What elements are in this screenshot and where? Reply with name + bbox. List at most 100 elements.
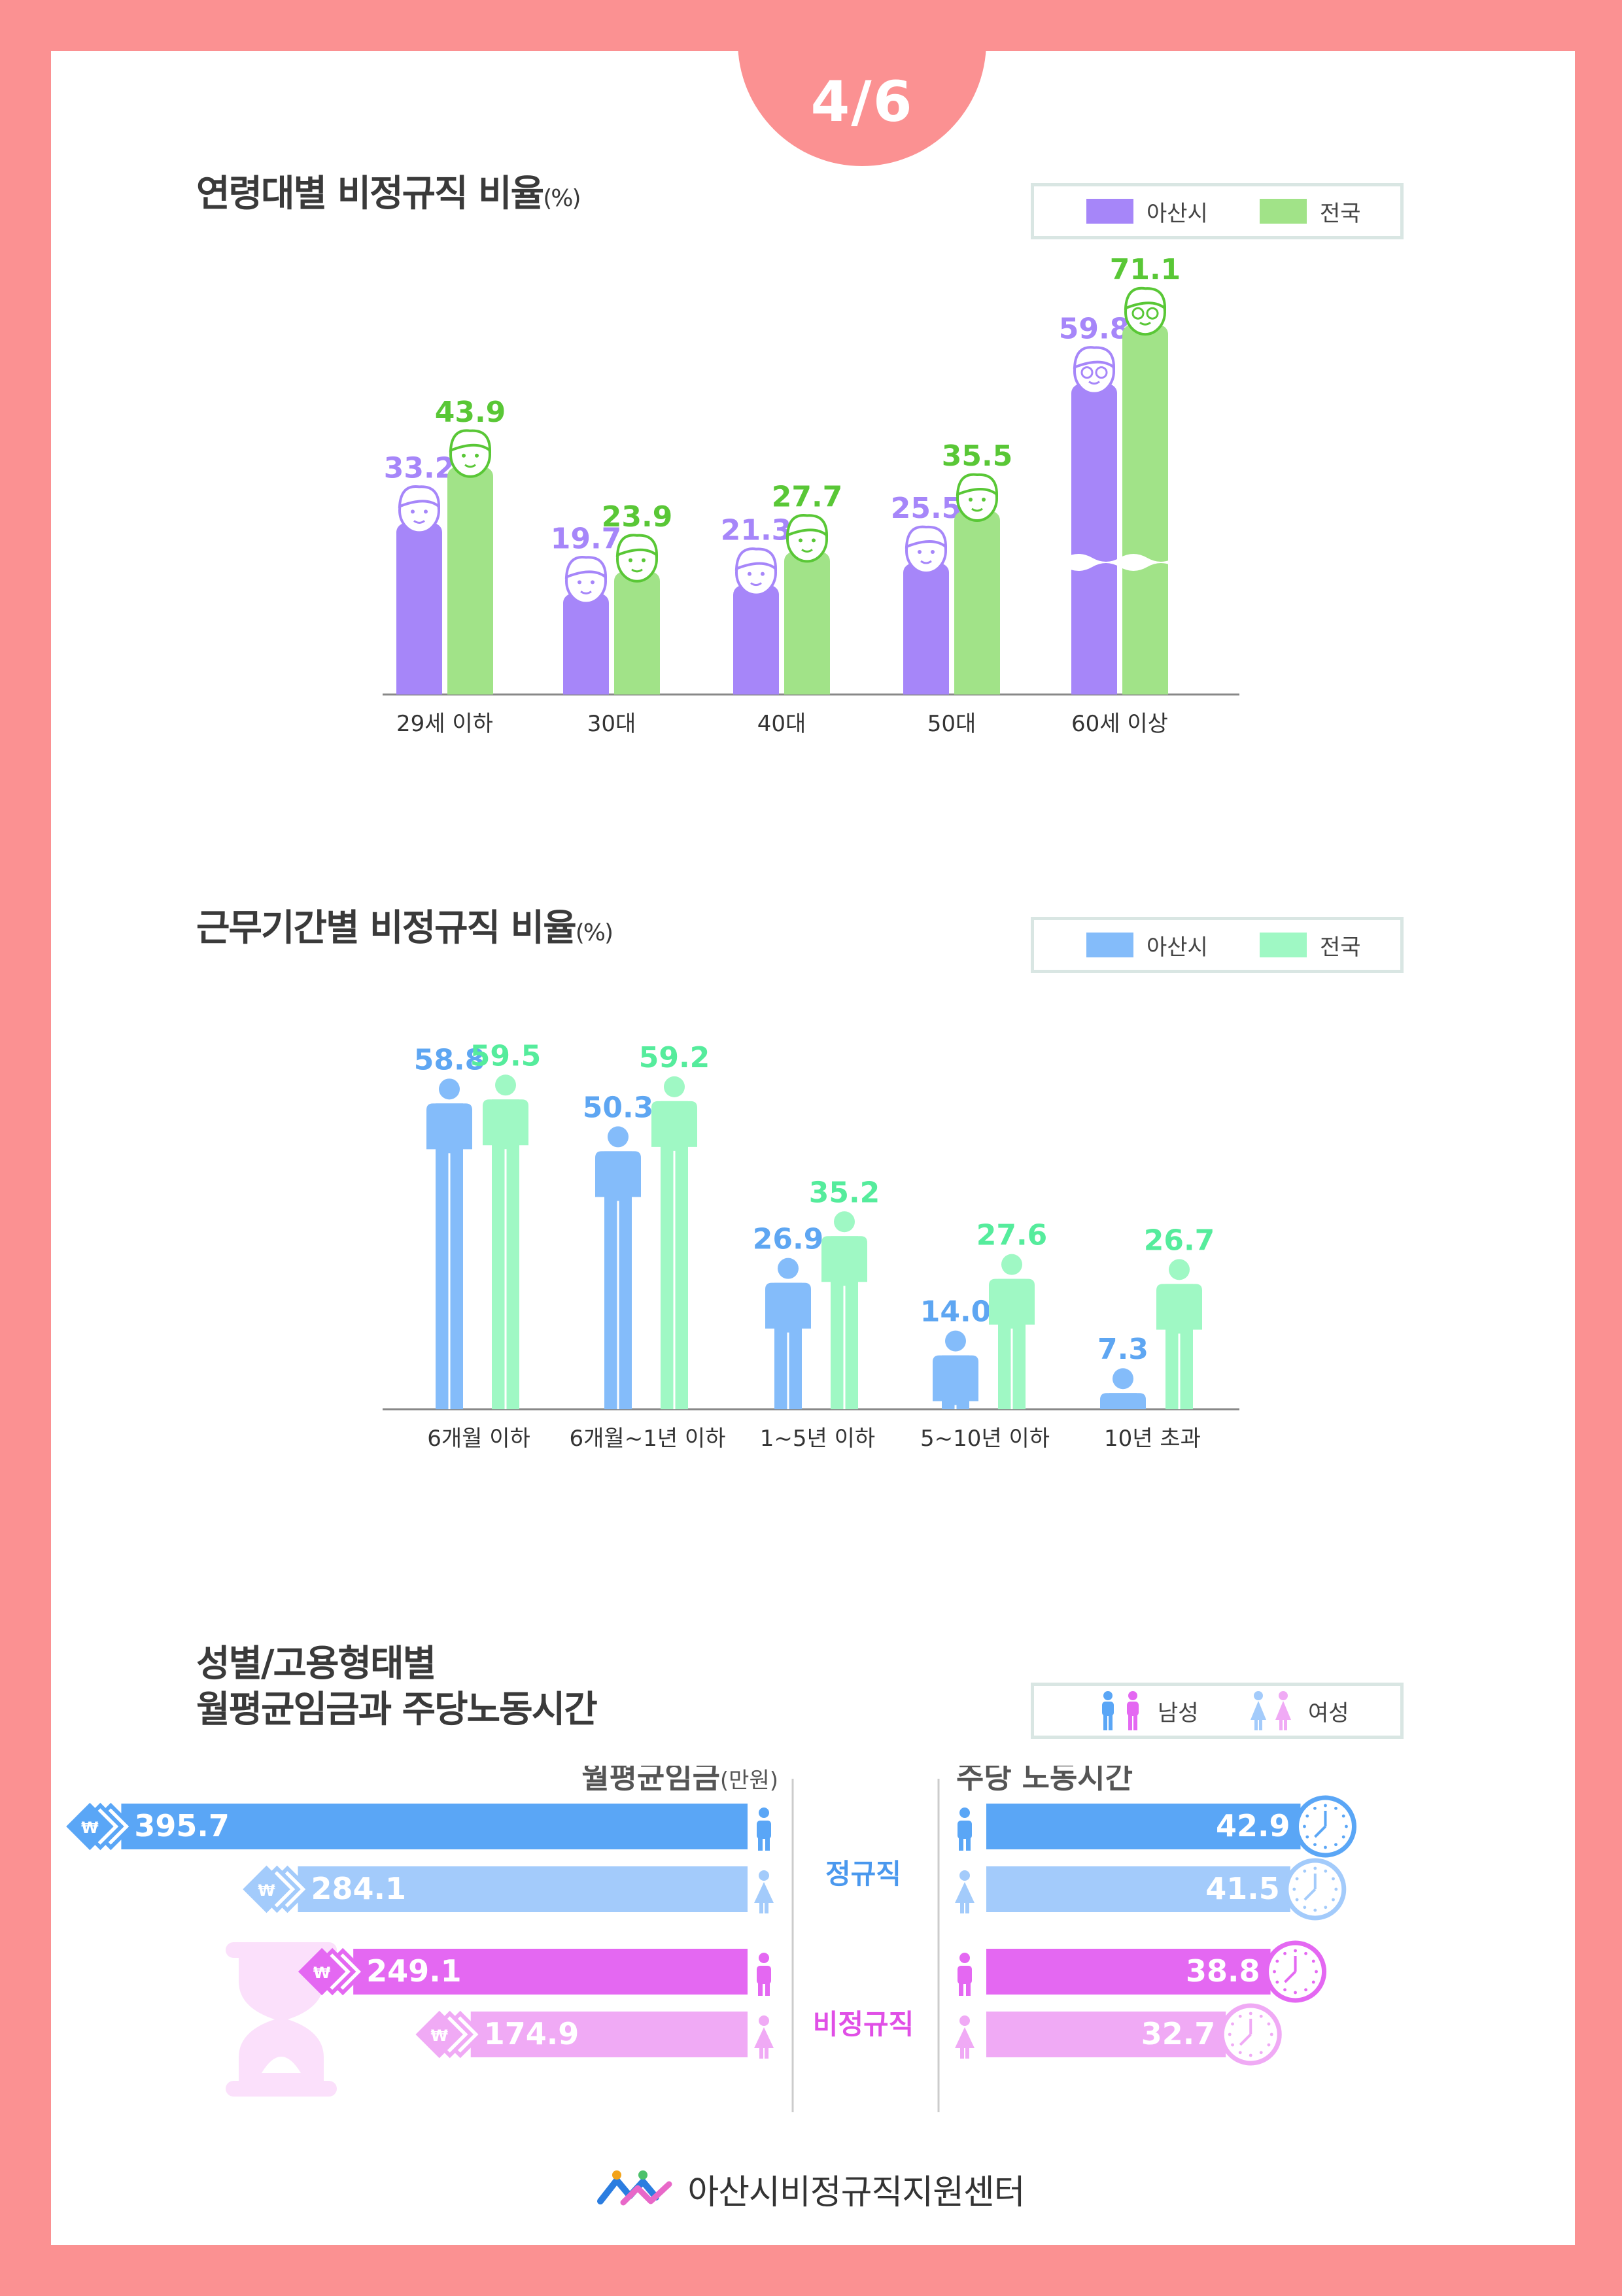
- female-icon: [754, 2015, 774, 2059]
- bar-asan-0: [396, 521, 442, 694]
- wage-value-label: 174.9: [484, 2016, 579, 2051]
- person-face-icon: [1073, 346, 1116, 395]
- hours-value-label: 32.7: [1141, 2016, 1216, 2051]
- male-icon: [958, 1808, 972, 1851]
- category-tick-label: 60세 이상: [1071, 711, 1168, 737]
- clock-icon: [1264, 1940, 1327, 2003]
- male-icon: [757, 1953, 771, 1996]
- hours-value-label: 41.5: [1205, 1871, 1280, 1906]
- organization-name: 아산시비정규직지원센터: [687, 2173, 1025, 2212]
- legend-item-female: 여성: [1247, 1686, 1349, 1736]
- person-face-icon: [785, 513, 829, 563]
- bar-national-3: [989, 1254, 1035, 1409]
- clock-icon: [1294, 1795, 1356, 1858]
- category-tick-label: 29세 이하: [396, 711, 493, 737]
- data-label: 27.6: [976, 1219, 1048, 1252]
- person-face-icon: [615, 534, 659, 583]
- data-label: 25.5: [891, 492, 962, 525]
- category-tick-label: 5~10년 이하: [920, 1426, 1050, 1452]
- male-female-icon: [1096, 1690, 1148, 1732]
- male-female-icon: [1247, 1690, 1299, 1732]
- legend-swatch-national: [1260, 933, 1307, 957]
- won-symbol: ₩: [258, 1881, 275, 1900]
- hours-value-label: 38.8: [1186, 1953, 1260, 1989]
- group-label-nonregular: 비정규직: [813, 2008, 914, 2040]
- organization-logo: [597, 2170, 672, 2205]
- data-label: 27.7: [772, 480, 843, 513]
- tenure-chart-legend: 아산시 전국: [1031, 917, 1404, 973]
- person-face-icon: [449, 429, 492, 478]
- won-symbol: ₩: [81, 1819, 99, 1837]
- data-label: 59.8: [1059, 313, 1130, 346]
- male-icon: [958, 1953, 972, 1996]
- wage-section-title: 성별/고용형태별 월평균임금과 주당노동시간: [196, 1643, 598, 1731]
- bar-asan-0: [426, 1078, 472, 1409]
- person-face-icon: [956, 473, 999, 522]
- group-label-regular: 정규직: [825, 1858, 901, 1890]
- category-tick-label: 40대: [757, 711, 806, 737]
- clock-icon: [1219, 2003, 1282, 2066]
- hours-heading: 주당 노동시간: [956, 1766, 1133, 1795]
- category-tick-label: 50대: [927, 711, 976, 737]
- bar-national-1: [614, 569, 660, 694]
- legend-item-national: 전국: [1260, 920, 1361, 970]
- legend-item-male: 남성: [1096, 1686, 1199, 1736]
- bar-asan-2: [765, 1258, 811, 1409]
- money-icon: [415, 2010, 484, 2059]
- money-icon: [243, 1865, 311, 1913]
- female-icon: [955, 2015, 975, 2059]
- hourglass-icon: [226, 1942, 337, 2097]
- person-face-icon: [398, 485, 441, 534]
- person-face-icon: [1124, 286, 1167, 336]
- female-icon: [955, 1870, 975, 1913]
- bar-asan-4: [1100, 1368, 1146, 1409]
- person-face-icon: [564, 555, 608, 605]
- data-label: 35.2: [809, 1176, 880, 1209]
- hours-value-label: 42.9: [1216, 1808, 1290, 1843]
- wage-bar: [298, 1866, 748, 1912]
- legend-swatch-asan: [1086, 933, 1133, 957]
- data-label: 50.3: [583, 1091, 654, 1124]
- hours-bar: [986, 2012, 1226, 2057]
- bar-national-0: [483, 1074, 528, 1409]
- category-tick-label: 6개월~1년 이하: [570, 1426, 726, 1452]
- legend-label-national: 전국: [1320, 934, 1361, 961]
- data-label: 14.0: [920, 1295, 992, 1329]
- data-label: 19.7: [551, 522, 622, 555]
- data-label: 7.3: [1097, 1333, 1148, 1366]
- data-label: 71.1: [1110, 253, 1181, 286]
- tenure-bar-chart: 58.859.5 6개월 이하 50.3 59.2 6개월~1년 이하 26.9 35.2 1…: [383, 1039, 1239, 1452]
- bar-asan-4: [1071, 381, 1117, 694]
- money-icon: [66, 1802, 135, 1851]
- hours-bar: [986, 1804, 1301, 1849]
- clock-icon: [1284, 1858, 1347, 1921]
- legend-item-asan: 아산시: [1086, 186, 1208, 236]
- wage-bar: [121, 1804, 748, 1849]
- data-label: 26.7: [1144, 1224, 1215, 1257]
- legend-item-asan: 아산시: [1086, 920, 1208, 970]
- data-label: 59.5: [470, 1039, 542, 1072]
- legend-label-female: 여성: [1308, 1700, 1349, 1726]
- age-chart-title: 연령대별 비정규직 비율(%): [196, 173, 581, 215]
- person-face-icon: [734, 547, 778, 596]
- wage-value-label: 284.1: [311, 1871, 406, 1906]
- bar-asan-1: [595, 1126, 641, 1409]
- age-chart-legend: 아산시 전국: [1031, 183, 1404, 239]
- data-label: 33.2: [384, 451, 455, 485]
- wage-bar: [353, 1949, 748, 1995]
- data-label: 26.9: [753, 1223, 824, 1256]
- won-symbol: ₩: [430, 2027, 448, 2045]
- bar-national-2: [784, 549, 830, 694]
- data-label: 35.5: [942, 439, 1013, 473]
- data-label: 58.8: [414, 1043, 485, 1076]
- category-tick-label: 6개월 이하: [427, 1426, 530, 1452]
- data-label: 23.9: [602, 500, 673, 534]
- tenure-chart-title: 근무기간별 비정규직 비율(%): [196, 907, 613, 950]
- legend-swatch-asan: [1086, 199, 1133, 224]
- bar-asan-3: [903, 561, 949, 694]
- data-label: 59.2: [639, 1041, 710, 1074]
- data-label: 43.9: [435, 396, 506, 429]
- won-symbol: ₩: [313, 1964, 331, 1982]
- female-icon: [754, 1870, 774, 1913]
